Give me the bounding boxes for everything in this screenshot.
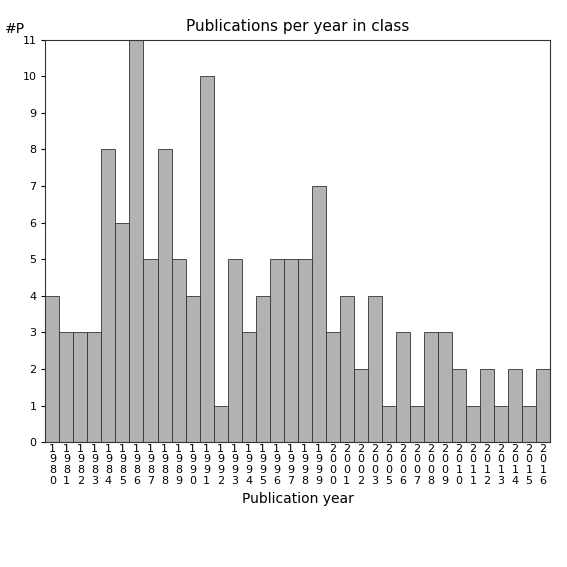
Bar: [256, 296, 270, 442]
Bar: [45, 296, 60, 442]
Bar: [143, 259, 158, 442]
Bar: [214, 405, 227, 442]
Bar: [200, 77, 214, 442]
Bar: [494, 405, 508, 442]
Bar: [438, 332, 452, 442]
Bar: [368, 296, 382, 442]
Bar: [325, 332, 340, 442]
Title: Publications per year in class: Publications per year in class: [186, 19, 409, 35]
Text: #P: #P: [5, 22, 25, 36]
Bar: [312, 186, 325, 442]
Bar: [73, 332, 87, 442]
Bar: [466, 405, 480, 442]
Bar: [60, 332, 73, 442]
X-axis label: Publication year: Publication year: [242, 492, 354, 506]
Bar: [382, 405, 396, 442]
Bar: [508, 369, 522, 442]
Bar: [452, 369, 466, 442]
Bar: [354, 369, 368, 442]
Bar: [171, 259, 185, 442]
Bar: [536, 369, 550, 442]
Bar: [284, 259, 298, 442]
Bar: [242, 332, 256, 442]
Bar: [522, 405, 536, 442]
Bar: [298, 259, 312, 442]
Bar: [101, 150, 116, 442]
Bar: [116, 223, 129, 442]
Bar: [129, 40, 143, 442]
Bar: [227, 259, 242, 442]
Bar: [340, 296, 354, 442]
Bar: [410, 405, 424, 442]
Bar: [396, 332, 410, 442]
Bar: [185, 296, 200, 442]
Bar: [87, 332, 101, 442]
Bar: [424, 332, 438, 442]
Bar: [158, 150, 171, 442]
Bar: [480, 369, 494, 442]
Bar: [270, 259, 284, 442]
